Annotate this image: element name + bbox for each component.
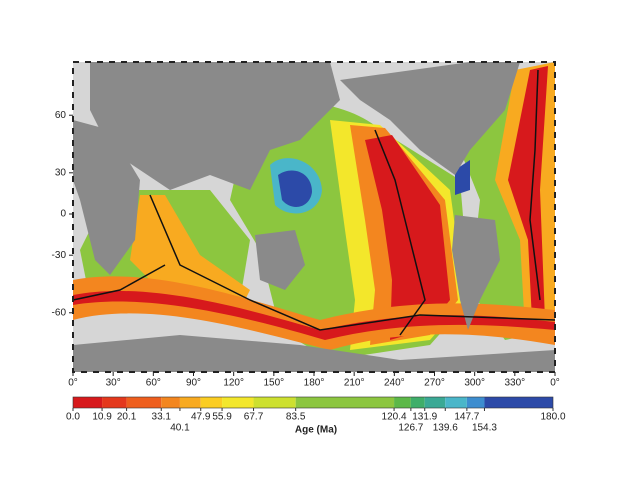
colorbar-segment [179, 397, 201, 408]
ridge [72, 264, 166, 301]
land [73, 120, 140, 275]
land [255, 230, 305, 290]
lat-tick-label: 0 [60, 209, 66, 220]
colorbar-tick-label: 10.9 [92, 412, 112, 423]
lat-tick-label: -60 [52, 307, 67, 318]
lon-tick-label: 240° [384, 378, 405, 389]
lon-tick-label: 150° [263, 378, 284, 389]
colorbar-tick-label: 180.0 [540, 412, 565, 423]
ocean [365, 135, 450, 340]
colorbar-segment [424, 397, 446, 408]
colorbar-tick-label: 67.7 [244, 412, 264, 423]
colorbar-segment [394, 397, 411, 408]
lon-tick-label: 0° [550, 378, 560, 389]
lat-tick-label: 60 [55, 110, 67, 121]
ocean [278, 170, 312, 207]
colorbar-tick-label: 126.7 [398, 423, 423, 434]
colorbar-segment [200, 397, 223, 408]
colorbar-segment [466, 397, 485, 408]
colorbar-segment [410, 397, 425, 408]
colorbar-tick-label: 139.6 [433, 423, 458, 434]
lon-tick-label: 60° [146, 378, 161, 389]
colorbar-segment [73, 397, 103, 408]
colorbar-tick-label: 131.9 [412, 412, 437, 423]
colorbar-segment [295, 397, 395, 408]
colorbar-segment [161, 397, 180, 408]
lon-tick-label: 30° [106, 378, 121, 389]
lon-tick-label: 330° [504, 378, 525, 389]
colorbar-tick-label: 20.1 [117, 412, 137, 423]
land [340, 62, 520, 175]
ridge [529, 69, 541, 301]
ridge [374, 129, 426, 336]
ocean [508, 66, 548, 320]
colorbar-segment [126, 397, 162, 408]
lon-tick-label: 0° [68, 378, 78, 389]
land [452, 215, 500, 330]
colorbar-segment [253, 397, 296, 408]
colorbar-tick-label: 83.5 [286, 412, 306, 423]
ocean [73, 276, 555, 350]
lon-tick-label: 210° [344, 378, 365, 389]
lat-tick-label: 30 [55, 167, 67, 178]
colorbar-tick-label: 154.3 [472, 423, 497, 434]
lat-tick-label: -30 [52, 250, 67, 261]
land [73, 335, 555, 372]
colorbar-segment [102, 397, 127, 408]
lon-tick-label: 300° [464, 378, 485, 389]
colorbar-segment [484, 397, 553, 408]
land [90, 62, 340, 190]
colorbar-tick-label: 47.9 [191, 412, 211, 423]
colorbar-segment [445, 397, 467, 408]
ocean [73, 290, 555, 340]
ridge [149, 194, 556, 331]
colorbar-tick-label: 120.4 [382, 412, 407, 423]
colorbar-tick-label: 147.7 [454, 412, 479, 423]
map-body [72, 61, 556, 373]
colorbar-tick-label: 0.0 [66, 412, 80, 423]
lon-tick-label: 120° [223, 378, 244, 389]
colorbar-tick-label: 33.1 [152, 412, 172, 423]
lon-tick-label: 90° [186, 378, 201, 389]
colorbar-segment [222, 397, 254, 408]
colorbar-title: Age (Ma) [295, 425, 337, 436]
lon-tick-label: 270° [424, 378, 445, 389]
lon-tick-label: 180° [304, 378, 325, 389]
colorbar-tick-label: 55.9 [212, 412, 232, 423]
colorbar-frame [72, 396, 554, 409]
colorbar-tick-label: 40.1 [170, 423, 190, 434]
